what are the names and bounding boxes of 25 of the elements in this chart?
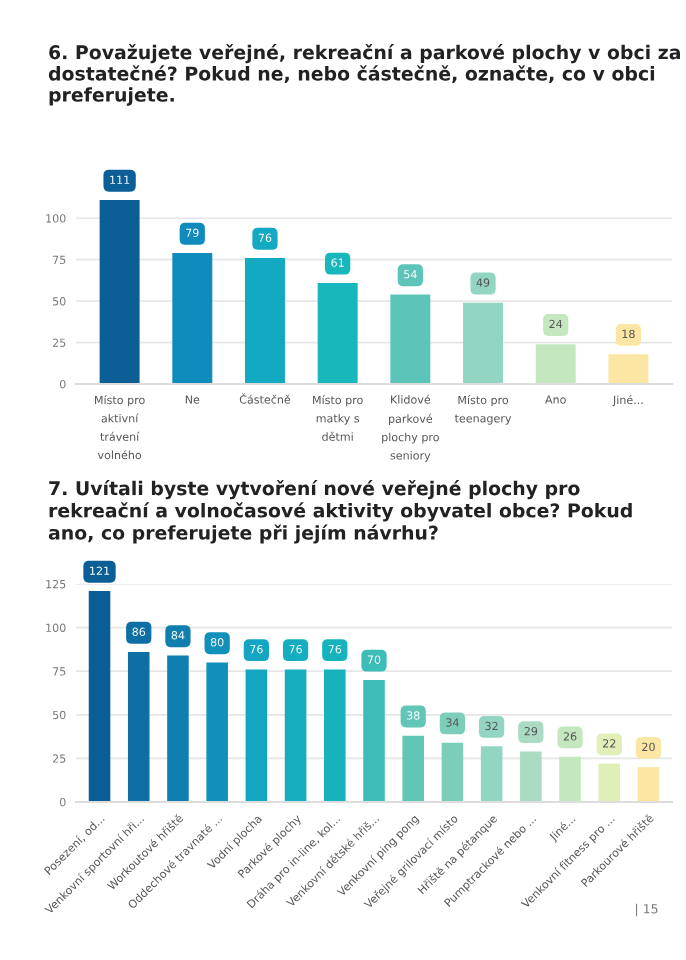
bar <box>559 756 581 802</box>
bar <box>535 344 576 384</box>
bar <box>245 669 268 802</box>
bar <box>284 669 307 802</box>
chart-title: 6. Považujete veřejné, rekreační a parkové plochy v obci za dostatečné? Pokud ne, nebo částečně, označte, co v obci preferujete. <box>48 44 680 106</box>
bar <box>88 590 111 802</box>
bar <box>390 294 431 384</box>
bar <box>520 751 542 802</box>
bar <box>480 746 503 802</box>
bar <box>127 652 150 802</box>
bar <box>244 258 285 384</box>
bar <box>167 655 189 802</box>
bar <box>463 302 504 384</box>
bar <box>324 669 346 802</box>
bar <box>363 679 385 802</box>
bar <box>608 354 649 384</box>
bar <box>99 200 140 384</box>
bar <box>317 282 358 384</box>
bar <box>402 735 424 802</box>
bar <box>172 253 213 384</box>
bar <box>637 767 660 802</box>
bar <box>441 742 464 802</box>
bar <box>598 763 621 802</box>
chart-title: 7. Uvítali byste vytvoření nové veřejné plochy pro rekreační a volnočasové aktivity obyvatel obce? Pokud ano, co preferujete při jejím návrhu? <box>48 480 632 544</box>
bar <box>206 662 228 802</box>
